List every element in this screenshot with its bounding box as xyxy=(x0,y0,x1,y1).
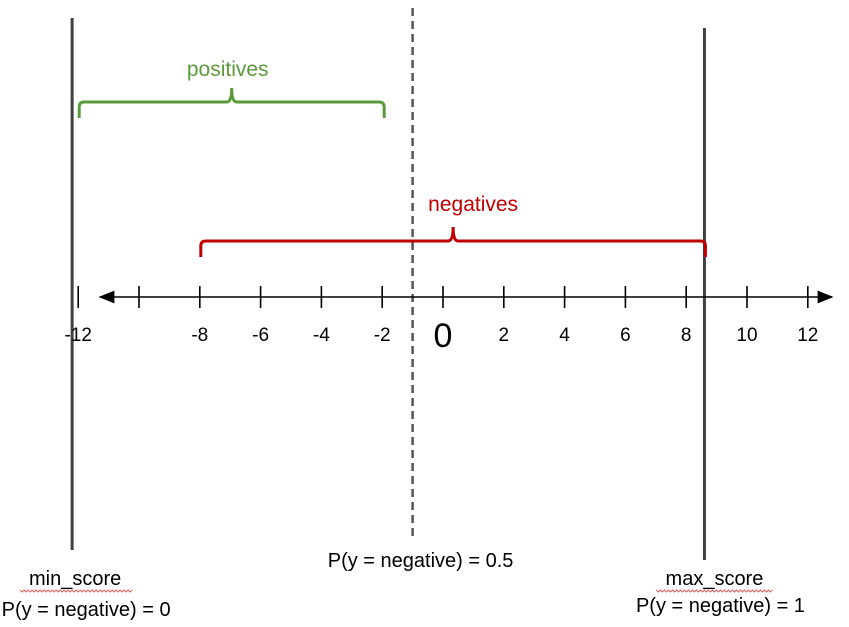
max-score-spellcheck-underline xyxy=(656,589,773,593)
min-score-name: min_score xyxy=(29,568,121,590)
axis-tick-label: 0 xyxy=(434,317,453,355)
axis-tick-label: -2 xyxy=(374,325,391,346)
axis-tick-label: 4 xyxy=(559,325,570,346)
axis-tick-label: 8 xyxy=(681,325,692,346)
axis-tick-label: -12 xyxy=(64,325,91,346)
positives-brace xyxy=(77,87,386,118)
axis-ticks xyxy=(77,286,809,308)
axis-tick-label: -4 xyxy=(313,325,330,346)
max-score-probability: P(y = negative) = 1 xyxy=(636,595,805,617)
negatives-label: negatives xyxy=(428,193,518,216)
axis-tick-labels: -12 -8 -6 -4 -2 0 2 4 6 8 10 12 xyxy=(64,317,818,355)
axis-tick-label: 12 xyxy=(797,325,818,346)
axis-tick-label: 2 xyxy=(499,325,510,346)
min-score-probability: P(y = negative) = 0 xyxy=(2,599,171,621)
positives-label: positives xyxy=(187,58,269,81)
axis-tick-label: -8 xyxy=(191,325,208,346)
max-score-name: max_score xyxy=(666,568,764,590)
negatives-brace xyxy=(199,226,707,257)
threshold-probability: P(y = negative) = 0.5 xyxy=(328,550,514,572)
min-score-spellcheck-underline xyxy=(19,589,133,593)
axis-tick-label: -6 xyxy=(252,325,269,346)
axis-tick-label: 6 xyxy=(620,325,631,346)
axis-tick-label: 10 xyxy=(736,325,757,346)
